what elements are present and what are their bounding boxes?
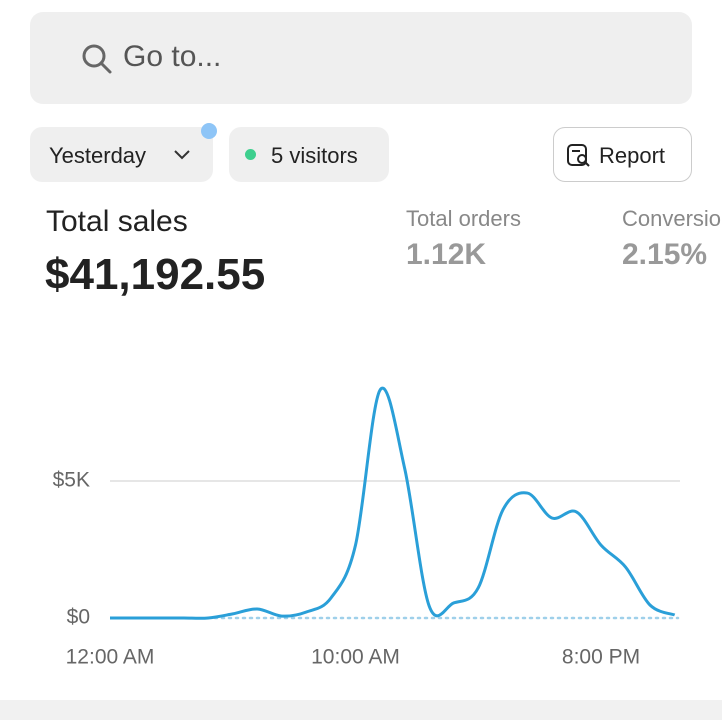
y-tick-label: $0 (67, 606, 90, 629)
metric-value: $41,192.55 (45, 250, 266, 299)
report-button[interactable]: Report (553, 127, 692, 182)
search-box[interactable]: Go to... (30, 12, 692, 104)
metric-label: Conversion rate (622, 206, 722, 231)
y-tick-label: $5K (53, 469, 90, 492)
search-placeholder: Go to... (123, 40, 222, 73)
indicator-dot (201, 123, 217, 139)
visitors-pill[interactable]: 5 visitors (229, 127, 389, 182)
x-tick-label: 8:00 PM (562, 646, 640, 669)
search-icon (82, 44, 112, 74)
chevron (174, 150, 190, 160)
metric-label: Total orders (406, 206, 521, 231)
bottom-bar (0, 700, 722, 720)
date-picker[interactable]: Yesterday (30, 127, 213, 182)
chart: $0 $5K 12:00 AM 10:00 AM 8:00 PM (53, 386, 680, 669)
x-tick-label: 12:00 AM (66, 646, 155, 669)
report-label: Report (599, 143, 666, 168)
metric-value: 2.15% (622, 238, 708, 271)
report-icon (567, 144, 590, 167)
x-tick-label: 10:00 AM (311, 646, 400, 669)
metric-value: 1.12K (406, 238, 487, 271)
date-label: Yesterday (49, 143, 147, 168)
live-dot (245, 149, 256, 160)
visitors-label: 5 visitors (271, 143, 358, 168)
sales-line (110, 386, 676, 620)
metric-label: Total sales (46, 205, 188, 238)
